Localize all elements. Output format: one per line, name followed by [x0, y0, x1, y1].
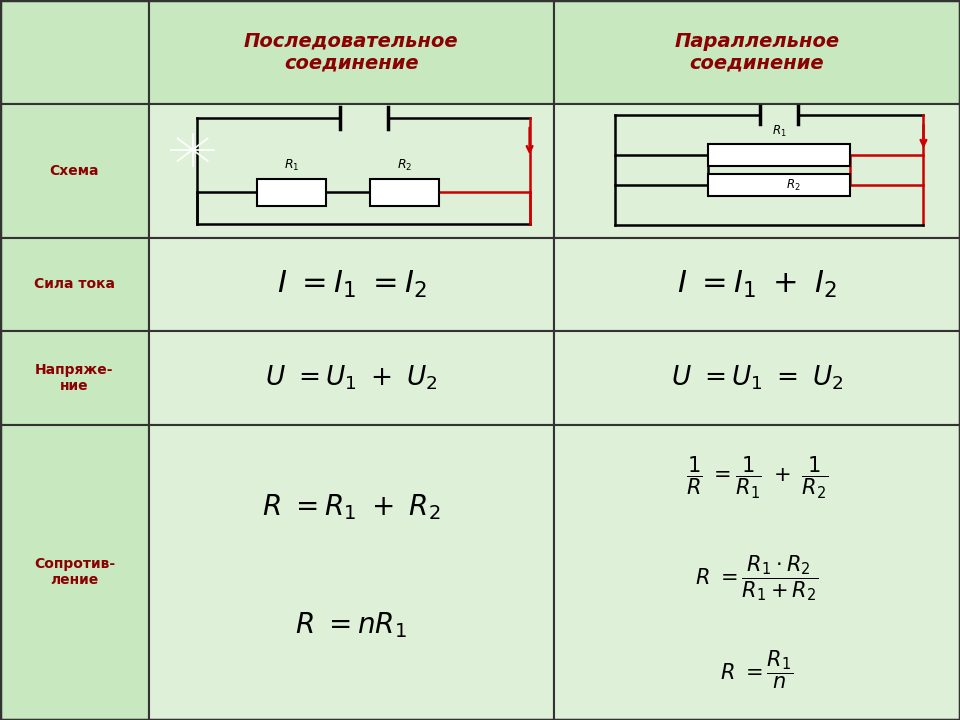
Bar	[149, 0, 554, 104]
Bar	[0, 104, 149, 238]
Bar	[149, 238, 554, 331]
Text: $R_1$: $R_1$	[284, 158, 300, 174]
Bar	[554, 425, 960, 720]
Text: $R\ =\dfrac{R_1\cdot R_2}{R_1+R_2}$: $R\ =\dfrac{R_1\cdot R_2}{R_1+R_2}$	[695, 554, 819, 603]
Bar	[149, 104, 554, 238]
Text: $R\ =nR_1$: $R\ =nR_1$	[296, 611, 407, 640]
Text: Последовательное
соединение: Последовательное соединение	[244, 32, 459, 73]
Text: $U\ =U_1\ +\ U_2$: $U\ =U_1\ +\ U_2$	[265, 364, 438, 392]
Bar	[554, 104, 960, 238]
Bar	[554, 0, 960, 104]
Bar	[149, 331, 554, 425]
Text: $I\ =I_1\ +\ I_2$: $I\ =I_1\ +\ I_2$	[677, 269, 837, 300]
Text: $I\ =I_1\ =I_2$: $I\ =I_1\ =I_2$	[276, 269, 426, 300]
Text: $\dfrac{1}{R}\ =\dfrac{1}{R_1}\ +\ \dfrac{1}{R_2}$: $\dfrac{1}{R}\ =\dfrac{1}{R_1}\ +\ \dfra…	[685, 455, 828, 501]
Text: $R_2$: $R_2$	[396, 158, 412, 174]
Bar	[257, 179, 326, 206]
Bar	[554, 238, 960, 331]
Bar	[708, 174, 851, 197]
Bar	[554, 331, 960, 425]
Text: Схема: Схема	[50, 164, 99, 178]
Bar	[371, 179, 439, 206]
Text: Сила тока: Сила тока	[34, 277, 115, 292]
Text: $R\ =\dfrac{R_1}{n}$: $R\ =\dfrac{R_1}{n}$	[720, 649, 794, 691]
Bar	[0, 425, 149, 720]
Bar	[0, 0, 149, 104]
Text: $U\ =U_1\ =\ U_2$: $U\ =U_1\ =\ U_2$	[670, 364, 844, 392]
Text: $R_1$: $R_1$	[772, 124, 786, 139]
Text: Напряже-
ние: Напряже- ние	[36, 363, 113, 393]
Text: Сопротив-
ление: Сопротив- ление	[34, 557, 115, 588]
Text: $R\ =R_1\ +\ R_2$: $R\ =R_1\ +\ R_2$	[262, 492, 441, 522]
Bar	[0, 238, 149, 331]
Text: $R_2$: $R_2$	[786, 177, 801, 192]
Text: Параллельное
соединение: Параллельное соединение	[674, 32, 840, 73]
Bar	[708, 143, 851, 166]
Bar	[0, 331, 149, 425]
Bar	[149, 425, 554, 720]
